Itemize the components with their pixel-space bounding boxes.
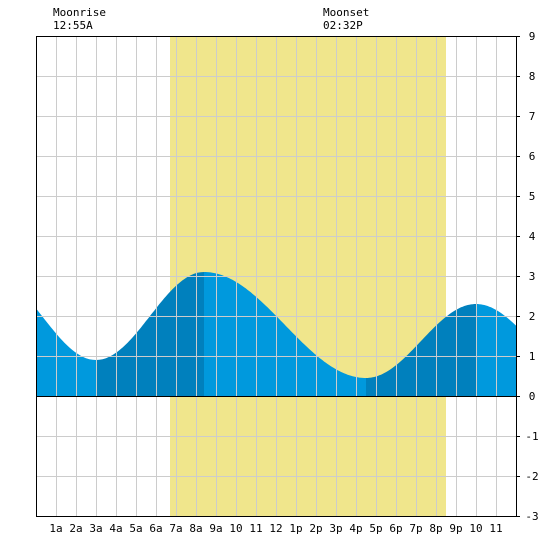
- x-tick-label: 8p: [429, 522, 442, 535]
- y-tick-label: -1: [525, 430, 538, 443]
- y-tick-label: 3: [529, 270, 536, 283]
- y-tick-label: 4: [529, 230, 536, 243]
- x-tick-label: 11: [249, 522, 262, 535]
- tide-segment: [96, 272, 204, 396]
- x-tick-label: 2a: [69, 522, 82, 535]
- y-tick-label: 6: [529, 150, 536, 163]
- tide-segment: [366, 304, 476, 396]
- y-tick-label: -2: [525, 470, 538, 483]
- y-tick-label: 8: [529, 70, 536, 83]
- x-tick-label: 10: [229, 522, 242, 535]
- y-tick-label: 5: [529, 190, 536, 203]
- x-tick-label: 7p: [409, 522, 422, 535]
- y-tick-label: 9: [529, 30, 536, 43]
- x-tick-label: 6a: [149, 522, 162, 535]
- tide-segment: [36, 308, 96, 396]
- grid-layer: [36, 36, 516, 517]
- x-tick-label: 5p: [369, 522, 382, 535]
- x-tick-label: 6p: [389, 522, 402, 535]
- y-tick-label: 7: [529, 110, 536, 123]
- x-tick-label: 7a: [169, 522, 182, 535]
- y-tick-label: 2: [529, 310, 536, 323]
- x-tick-label: 3p: [329, 522, 342, 535]
- moonrise-time: 12:55A: [53, 19, 93, 32]
- moonset-label: Moonset: [323, 6, 369, 19]
- x-tick-label: 5a: [129, 522, 142, 535]
- y-tick-labels: -3 -2 -1 0 1 2 3 4 5 6 7 8 9: [516, 30, 539, 523]
- moonset-time: 02:32P: [323, 19, 363, 32]
- x-tick-label: 1p: [289, 522, 302, 535]
- y-tick-label: 1: [529, 350, 536, 363]
- x-tick-label: 10: [469, 522, 482, 535]
- tide-segment: [204, 272, 366, 396]
- x-tick-label: 8a: [189, 522, 202, 535]
- x-tick-label: 3a: [89, 522, 102, 535]
- x-tick-label: 4p: [349, 522, 362, 535]
- x-tick-label: 9a: [209, 522, 222, 535]
- moonrise-label: Moonrise: [53, 6, 106, 19]
- y-tick-label: 0: [529, 390, 536, 403]
- x-tick-label: 2p: [309, 522, 322, 535]
- x-tick-labels: 1a 2a 3a 4a 5a 6a 7a 8a 9a 10 11 12 1p 2p 3p 4p 5p 6p 7p 8p…: [49, 522, 502, 535]
- x-tick-label: 11: [489, 522, 502, 535]
- x-tick-label: 4a: [109, 522, 122, 535]
- y-tick-label: -3: [525, 510, 538, 523]
- x-tick-label: 9p: [449, 522, 462, 535]
- x-tick-label: 12: [269, 522, 282, 535]
- x-tick-label: 1a: [49, 522, 62, 535]
